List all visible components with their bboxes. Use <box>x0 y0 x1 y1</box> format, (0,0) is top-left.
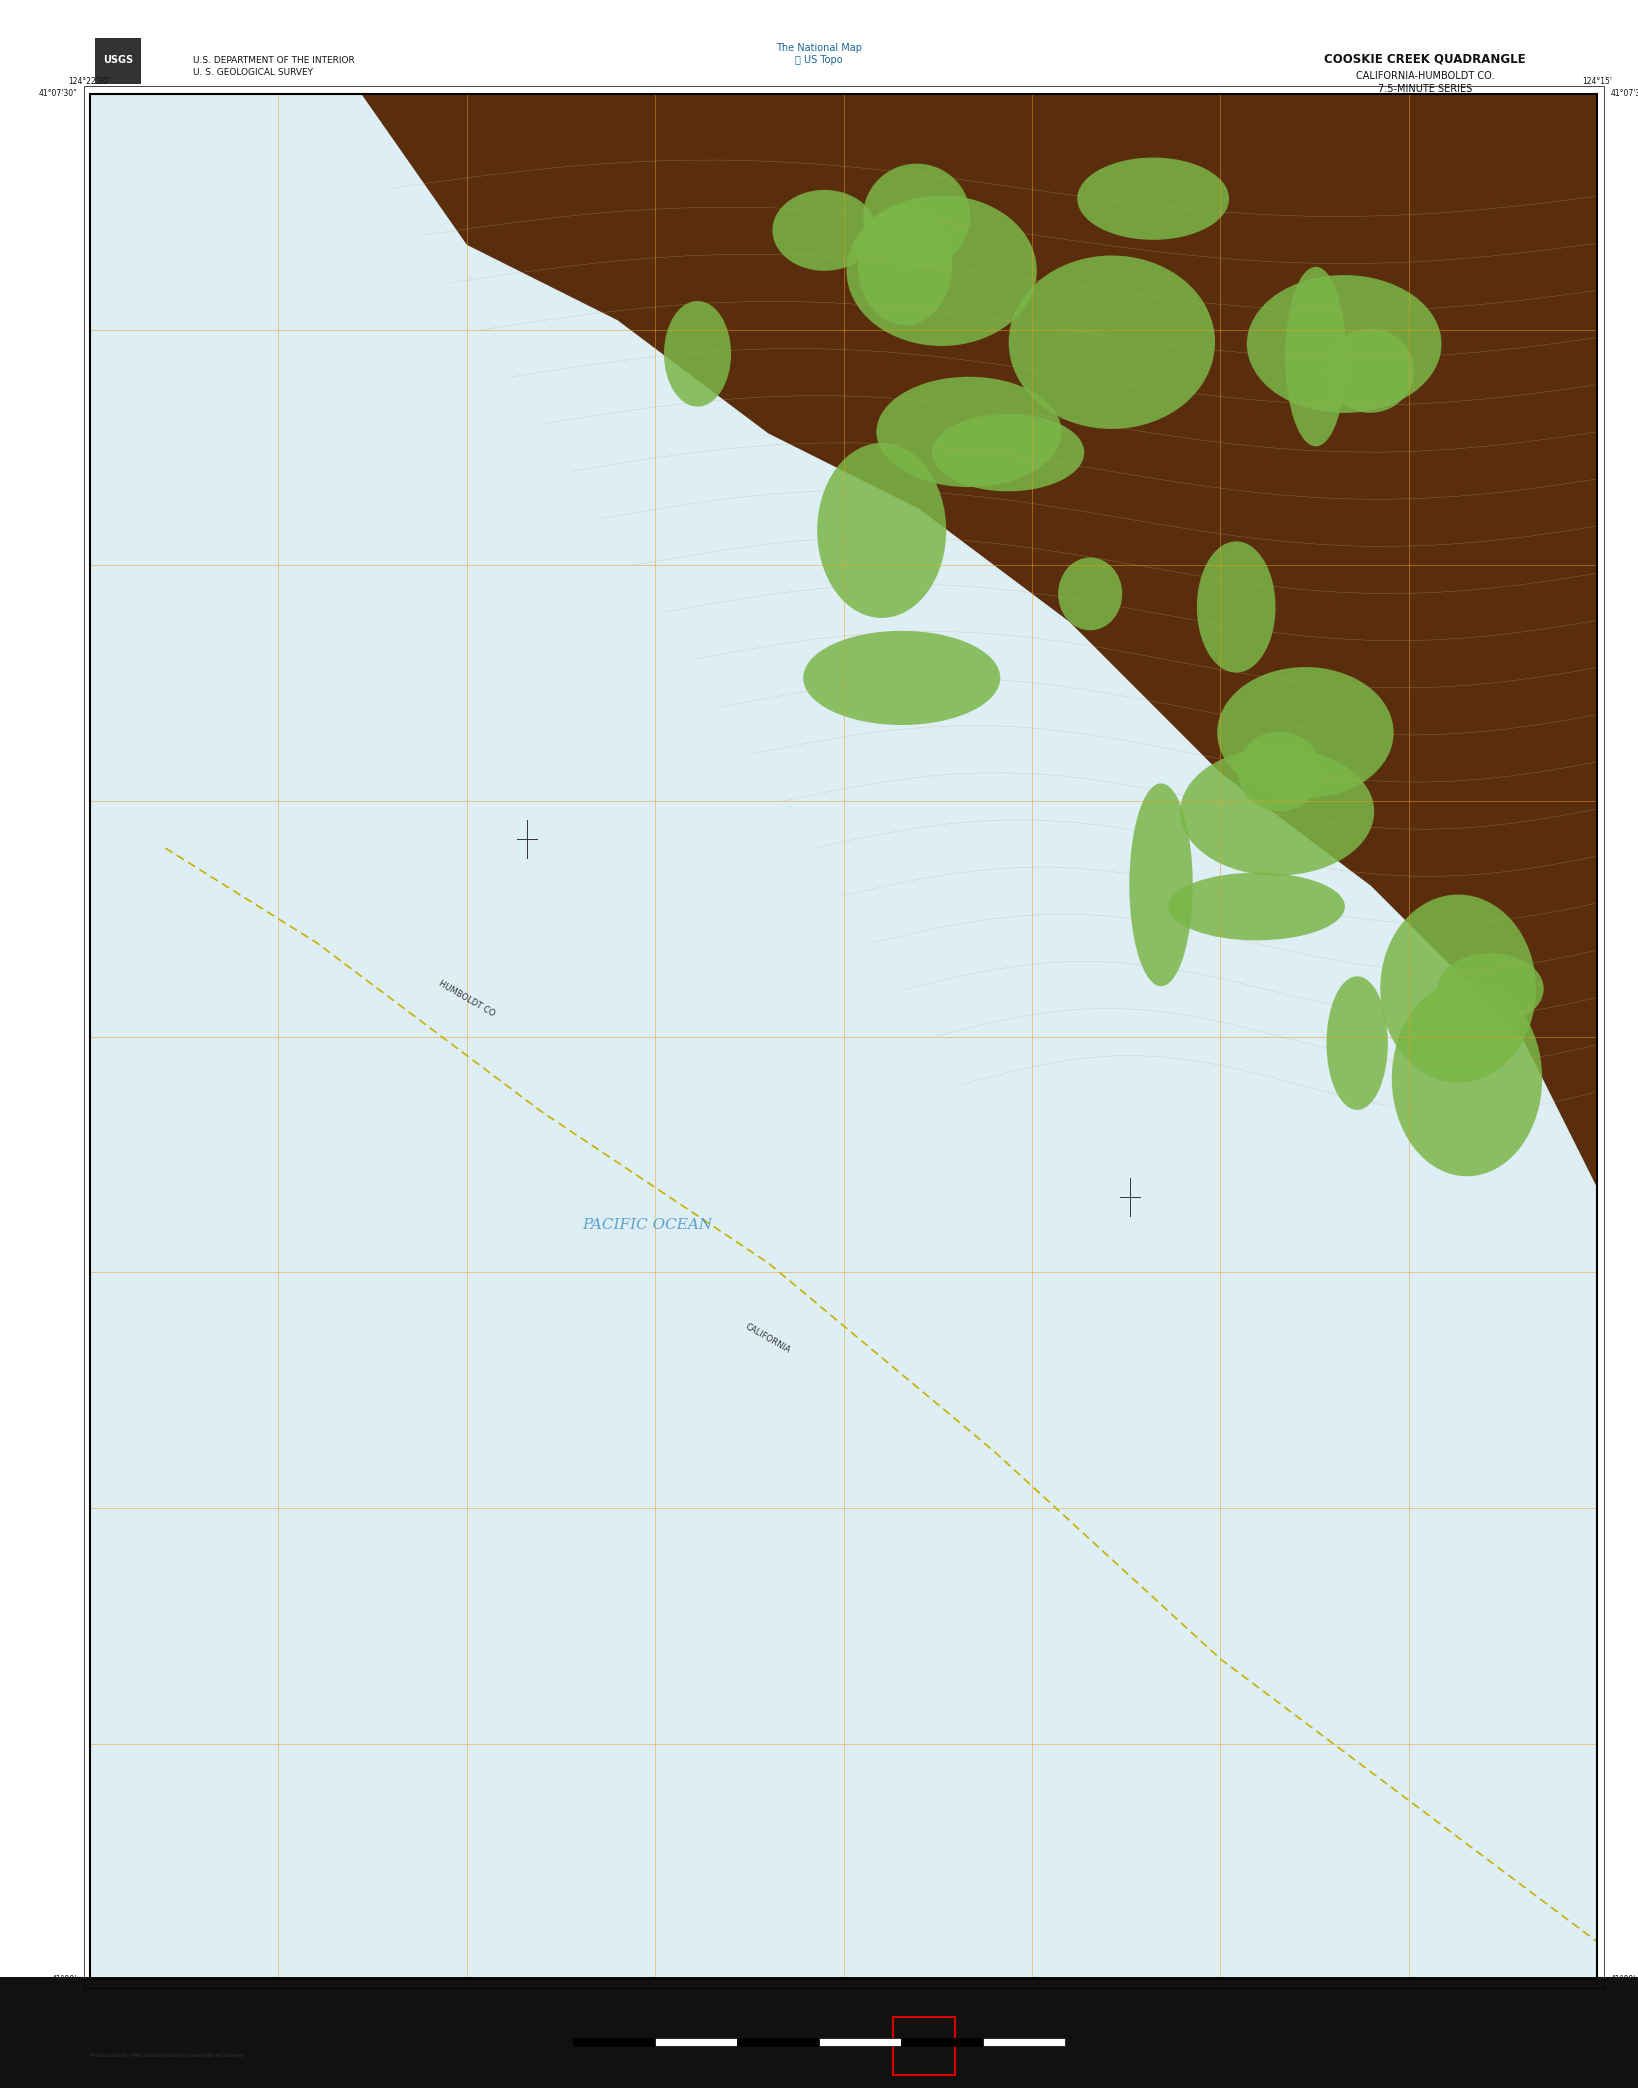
Text: 41°07'30": 41°07'30" <box>1610 90 1638 98</box>
Bar <box>0 1977 1638 2088</box>
Ellipse shape <box>1009 255 1215 428</box>
Ellipse shape <box>1217 666 1394 798</box>
Text: The National Map
🗺 US Topo: The National Map 🗺 US Topo <box>776 44 862 65</box>
Polygon shape <box>362 94 1597 1188</box>
Bar <box>901 2038 983 2046</box>
Bar <box>893 2017 955 2075</box>
Ellipse shape <box>1058 557 1122 631</box>
Text: 124°15': 124°15' <box>1582 77 1612 86</box>
Ellipse shape <box>1286 267 1346 447</box>
Ellipse shape <box>1129 783 1192 986</box>
Text: 124°22'30": 124°22'30" <box>69 1996 111 2004</box>
Ellipse shape <box>1381 894 1536 1082</box>
Bar <box>737 2038 819 2046</box>
Text: 124°22'30": 124°22'30" <box>69 77 111 86</box>
Ellipse shape <box>1078 157 1228 240</box>
Text: 124°15': 124°15' <box>1582 1996 1612 2004</box>
Ellipse shape <box>1197 541 1276 672</box>
Text: 41°07'30": 41°07'30" <box>38 90 77 98</box>
Bar <box>655 2038 737 2046</box>
Ellipse shape <box>863 163 970 269</box>
Ellipse shape <box>1181 748 1374 875</box>
Text: USGS: USGS <box>103 54 133 65</box>
Text: CALIFORNIA-HUMBOLDT CO.: CALIFORNIA-HUMBOLDT CO. <box>1356 71 1494 81</box>
Text: Produced by the United States Geological Survey: Produced by the United States Geological… <box>90 2053 246 2057</box>
Ellipse shape <box>858 205 952 326</box>
Ellipse shape <box>1392 981 1543 1176</box>
Ellipse shape <box>1327 328 1414 413</box>
Ellipse shape <box>1438 954 1543 1025</box>
Text: 41°00': 41°00' <box>52 1975 77 1984</box>
Text: U.S. DEPARTMENT OF THE INTERIOR
U. S. GEOLOGICAL SURVEY: U.S. DEPARTMENT OF THE INTERIOR U. S. GE… <box>193 56 355 77</box>
Ellipse shape <box>932 413 1084 491</box>
Ellipse shape <box>847 196 1037 347</box>
Text: 7.5-MINUTE SERIES: 7.5-MINUTE SERIES <box>1378 84 1473 94</box>
Ellipse shape <box>1327 977 1387 1111</box>
Ellipse shape <box>803 631 1001 725</box>
Text: SCALE 1:24 000: SCALE 1:24 000 <box>776 2017 862 2027</box>
Text: ROAD CLASSIFICATION: ROAD CLASSIFICATION <box>1261 2004 1360 2013</box>
Ellipse shape <box>876 376 1061 487</box>
Text: HUMBOLDT CO: HUMBOLDT CO <box>437 979 496 1019</box>
Ellipse shape <box>817 443 947 618</box>
Bar <box>983 2038 1065 2046</box>
Ellipse shape <box>1168 873 1345 940</box>
Bar <box>95 38 141 84</box>
Ellipse shape <box>773 190 876 271</box>
Text: 41°00': 41°00' <box>1610 1975 1635 1984</box>
Text: COOSKIE CREEK QUADRANGLE: COOSKIE CREEK QUADRANGLE <box>1324 52 1527 65</box>
Text: CALIFORNIA: CALIFORNIA <box>744 1322 793 1355</box>
Bar <box>573 2038 655 2046</box>
Bar <box>819 2038 901 2046</box>
Ellipse shape <box>1237 731 1322 812</box>
Ellipse shape <box>1247 276 1441 413</box>
Ellipse shape <box>663 301 731 407</box>
Text: PACIFIC OCEAN: PACIFIC OCEAN <box>583 1217 713 1232</box>
